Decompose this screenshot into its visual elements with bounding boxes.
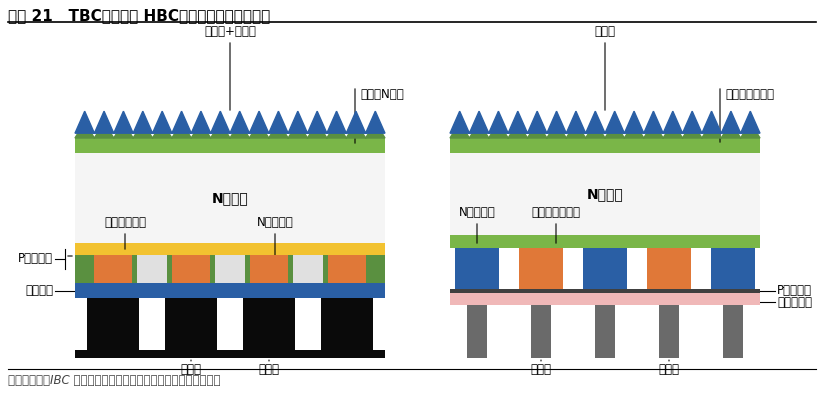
Bar [321,298,373,358]
Bar [75,255,385,283]
Bar [583,248,627,293]
Text: 负电极: 负电极 [531,363,551,376]
Bar [328,255,366,283]
Bar [450,138,760,153]
Bar [450,289,760,293]
Bar [531,305,551,358]
Bar [215,255,245,283]
Text: N型硅片: N型硅片 [587,187,624,201]
Bar [659,305,679,358]
Text: N型硅片: N型硅片 [212,191,248,205]
Bar [75,153,385,243]
Bar [75,255,94,283]
Bar [711,248,755,293]
Text: 氧化铝+氮化硅: 氧化铝+氮化硅 [204,25,256,38]
Bar [75,350,385,358]
Polygon shape [75,122,385,138]
Text: 氮化硅层: 氮化硅层 [25,284,53,297]
Text: P型非晶硅: P型非晶硅 [777,285,812,298]
Bar [455,248,499,293]
Bar [647,248,691,293]
Bar [323,283,371,298]
Bar [94,255,132,283]
Bar [450,153,760,235]
Bar [450,235,760,248]
Bar [467,305,487,358]
Bar [137,255,167,283]
Bar [450,291,760,305]
Text: 扩散（N型）: 扩散（N型） [360,88,404,101]
Bar [89,283,137,298]
Text: 氮化硅: 氮化硅 [594,25,616,38]
Text: 正电极: 正电极 [180,363,202,376]
Bar [245,283,293,298]
Bar [165,298,217,358]
Bar [75,138,385,153]
Polygon shape [75,111,385,133]
Bar [723,305,743,358]
Bar [75,243,385,255]
Text: 隧穿氧化硅层: 隧穿氧化硅层 [104,216,146,229]
Polygon shape [450,111,760,133]
Text: 资料来源：《IBC 太阳电池的研究进展》（席珍珍等），平安银行: 资料来源：《IBC 太阳电池的研究进展》（席珍珍等），平安银行 [8,374,221,387]
Text: 图表 21   TBC（左）与 HBC（右）电池结构示意图: 图表 21 TBC（左）与 HBC（右）电池结构示意图 [8,8,270,23]
Text: 正电极: 正电极 [658,363,680,376]
Bar [595,305,615,358]
Bar [172,255,210,283]
Polygon shape [450,122,760,138]
Text: 透明导电膜: 透明导电膜 [777,296,812,309]
Text: 本征氢化非晶硅: 本征氢化非晶硅 [531,206,580,219]
Text: N型非晶硅: N型非晶硅 [459,206,495,219]
Text: N型多晶硅: N型多晶硅 [256,216,293,229]
Bar [87,298,139,358]
Bar [366,255,385,283]
Bar [293,255,323,283]
Bar [519,248,563,293]
Bar [250,255,288,283]
Bar [167,283,215,298]
Text: P型多晶硅: P型多晶硅 [18,252,53,266]
Text: 本征氢化非晶硅: 本征氢化非晶硅 [725,88,774,101]
Bar [75,283,385,298]
Bar [243,298,295,358]
Text: 负电极: 负电极 [259,363,279,376]
Bar [450,293,760,305]
